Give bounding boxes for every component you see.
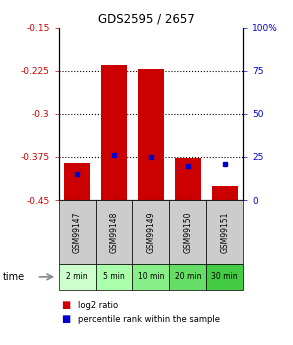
Text: GSM99151: GSM99151 xyxy=(220,211,229,253)
Text: GSM99149: GSM99149 xyxy=(146,211,155,253)
Text: percentile rank within the sample: percentile rank within the sample xyxy=(78,315,220,324)
Text: GSM99148: GSM99148 xyxy=(110,211,118,253)
Text: 10 min: 10 min xyxy=(138,272,164,282)
Bar xyxy=(101,65,127,200)
Text: GDS2595 / 2657: GDS2595 / 2657 xyxy=(98,12,195,25)
Text: time: time xyxy=(3,272,25,282)
Bar xyxy=(212,186,238,200)
Text: GSM99150: GSM99150 xyxy=(183,211,192,253)
Text: 30 min: 30 min xyxy=(212,272,238,282)
Text: 5 min: 5 min xyxy=(103,272,125,282)
Bar xyxy=(64,163,90,200)
Text: 20 min: 20 min xyxy=(175,272,201,282)
Bar xyxy=(175,158,201,200)
Text: GSM99147: GSM99147 xyxy=(73,211,81,253)
Bar xyxy=(138,69,164,200)
Text: 2 min: 2 min xyxy=(66,272,88,282)
Text: ■: ■ xyxy=(62,300,71,310)
Text: ■: ■ xyxy=(62,314,71,324)
Text: log2 ratio: log2 ratio xyxy=(78,301,118,310)
